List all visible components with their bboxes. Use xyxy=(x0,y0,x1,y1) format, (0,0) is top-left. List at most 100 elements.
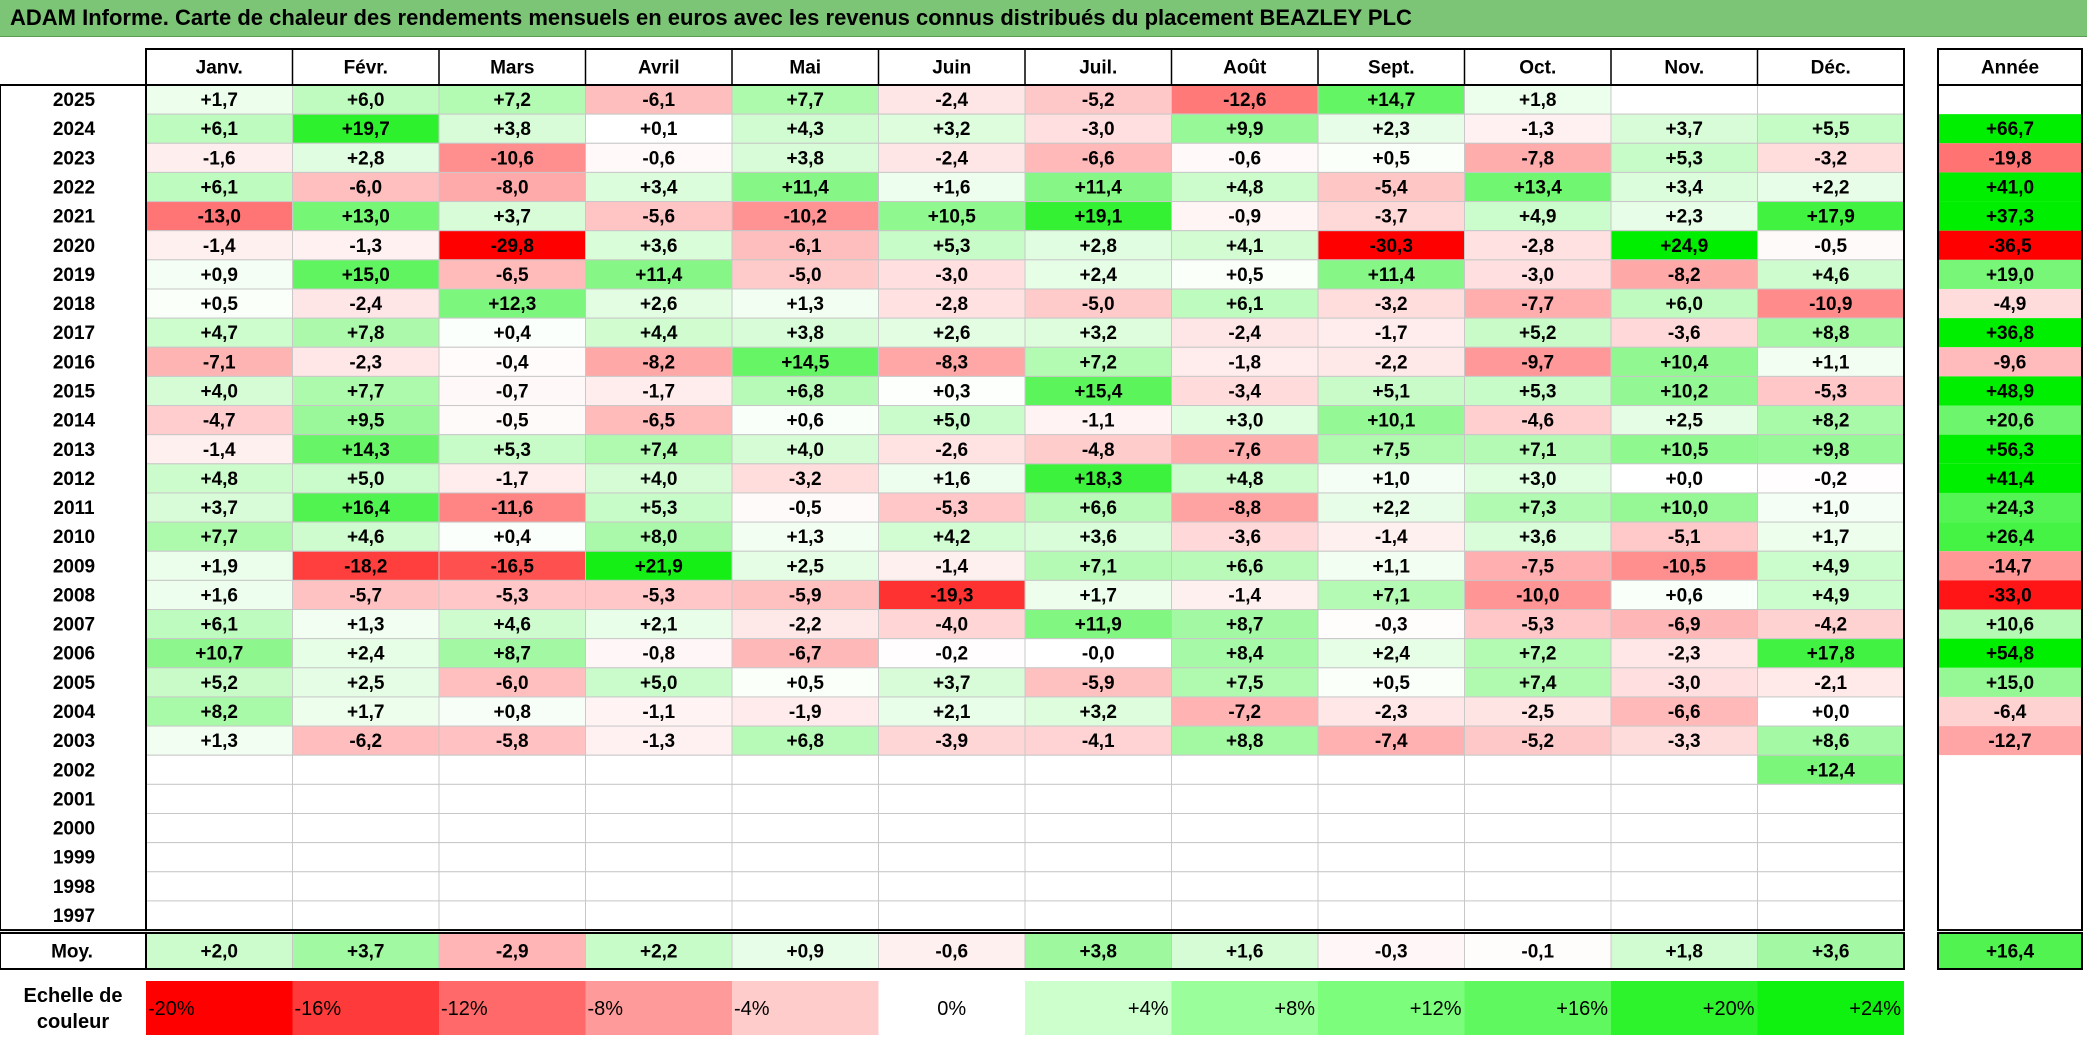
heat-cell-value: -6,0 xyxy=(349,177,382,198)
heat-cell-value: -9,7 xyxy=(1521,352,1554,373)
annual-cell-value: -6,4 xyxy=(1994,702,2027,723)
heat-cell-value: +7,3 xyxy=(1519,498,1557,519)
heat-cell xyxy=(1024,638,1172,669)
scale-swatch xyxy=(146,981,293,1035)
heat-cell xyxy=(1024,813,1172,844)
heat-cell xyxy=(1464,405,1612,436)
heat-cell-value: +4,8 xyxy=(1226,469,1264,490)
heat-cell-value: -3,6 xyxy=(1668,323,1701,344)
heat-cell-value: -7,8 xyxy=(1521,148,1554,169)
heat-cell xyxy=(292,725,440,756)
heat-cell xyxy=(878,201,1026,232)
heat-cell xyxy=(585,84,733,115)
annual-cell-value: -19,8 xyxy=(1988,148,2031,169)
heat-cell xyxy=(145,842,293,873)
heat-cell-value: +11,4 xyxy=(1368,265,1415,286)
heat-cell xyxy=(1464,317,1612,348)
heat-cell xyxy=(1757,609,1905,640)
annual-cell xyxy=(1938,114,2082,144)
heat-cell xyxy=(1610,725,1758,756)
annual-cell xyxy=(1938,551,2082,581)
scale-step-label: -8% xyxy=(588,998,624,1020)
heat-cell-value: -8,3 xyxy=(935,352,968,373)
heat-cell xyxy=(878,696,1026,727)
heat-cell-value: -7,5 xyxy=(1521,556,1554,577)
heat-cell-value: +7,2 xyxy=(493,90,531,111)
annual-cell xyxy=(1938,667,2082,697)
title-bar: ADAM Informe. Carte de chaleur des rende… xyxy=(0,0,2087,37)
heat-cell xyxy=(1317,346,1465,377)
heat-cell xyxy=(1757,725,1905,756)
heat-cell-value: -2,8 xyxy=(935,294,968,315)
heat-cell-value: +7,8 xyxy=(347,323,385,344)
heat-cell xyxy=(145,696,293,727)
heat-cell xyxy=(585,463,733,494)
heat-cell-value: -18,2 xyxy=(344,556,387,577)
heat-cell xyxy=(1317,171,1465,203)
heat-cell xyxy=(731,754,879,785)
heat-cell-value: +7,7 xyxy=(200,527,238,548)
heat-cell-value: -10,5 xyxy=(1663,556,1707,577)
heat-cell xyxy=(878,813,1026,844)
heat-cell-value: -6,2 xyxy=(349,731,382,752)
average-value: -2,9 xyxy=(496,942,529,963)
heat-cell-value: -1,4 xyxy=(935,556,968,577)
heat-cell-value: +0,5 xyxy=(1372,673,1410,694)
heat-cell xyxy=(1171,783,1319,814)
heat-cell-value: +8,2 xyxy=(1812,411,1850,432)
heat-cell-value: +3,7 xyxy=(200,498,238,519)
heat-cell-value: +8,6 xyxy=(1812,731,1850,752)
heat-cell xyxy=(1610,346,1758,377)
heat-cell xyxy=(1024,521,1172,552)
heat-cell xyxy=(731,550,879,581)
row-year-label: 2006 xyxy=(53,644,95,665)
heat-cell-value: +6,0 xyxy=(347,90,385,111)
row-year-label: 2021 xyxy=(53,207,96,228)
heat-cell xyxy=(1610,521,1758,552)
heat-cell-value: -5,9 xyxy=(1082,673,1115,694)
year-header-cell xyxy=(1937,48,2083,86)
heat-cell xyxy=(1757,900,1905,931)
heat-cell xyxy=(878,579,1026,611)
heat-cell xyxy=(438,463,586,494)
heat-cell xyxy=(438,346,586,377)
heat-cell-value: +1,8 xyxy=(1519,90,1557,111)
row-year-label: 2022 xyxy=(53,177,95,198)
heat-cell xyxy=(438,900,586,931)
annual-cell-value: +36,8 xyxy=(1986,323,2034,344)
heat-cell-value: +2,8 xyxy=(347,148,385,169)
heat-cell xyxy=(1024,434,1172,465)
annual-cell xyxy=(1938,434,2082,464)
heat-cell xyxy=(1610,84,1758,115)
heat-cell xyxy=(292,375,440,407)
heat-cell xyxy=(1610,288,1758,319)
heat-cell-value: -0,7 xyxy=(496,381,529,402)
heat-cell-value: -0,0 xyxy=(1082,644,1115,665)
heat-cell xyxy=(1317,667,1465,698)
average-value: +1,8 xyxy=(1665,942,1703,963)
heat-cell-value: -11,6 xyxy=(491,498,533,519)
heat-cell-value: +3,7 xyxy=(933,673,971,694)
heat-cell xyxy=(1610,142,1758,173)
heat-cell xyxy=(1757,84,1905,115)
heat-cell-value: +2,5 xyxy=(786,556,824,577)
heat-cell-value: +3,6 xyxy=(1519,527,1557,548)
row-year-label: 2005 xyxy=(53,673,96,694)
heat-cell xyxy=(731,842,879,873)
heat-cell xyxy=(731,317,879,348)
heat-cell xyxy=(1317,201,1465,232)
heat-cell-value: +1,7 xyxy=(1079,585,1117,606)
heat-cell-value: +16,4 xyxy=(342,498,391,519)
heat-cell xyxy=(438,405,586,436)
heat-cell xyxy=(1464,783,1612,814)
heat-cell xyxy=(585,871,733,902)
row-year-label: 2007 xyxy=(53,615,95,636)
heat-cell xyxy=(1024,405,1172,436)
heat-cell xyxy=(878,667,1026,698)
heat-cell-value: -1,1 xyxy=(1082,411,1115,432)
month-header: Déc. xyxy=(1811,58,1851,79)
heat-cell-value: +1,0 xyxy=(1812,498,1850,519)
heat-cell-value: +6,0 xyxy=(1665,294,1703,315)
heat-cell-value: -2,5 xyxy=(1521,702,1554,723)
heat-cell-value: +1,9 xyxy=(200,556,238,577)
